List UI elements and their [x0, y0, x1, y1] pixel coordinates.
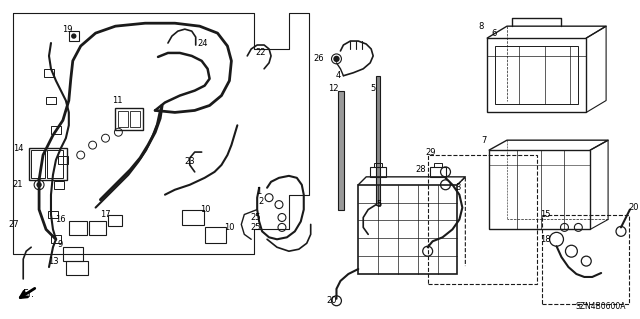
Bar — [47, 150, 63, 178]
Bar — [66, 261, 88, 275]
Text: 12: 12 — [328, 84, 339, 93]
Text: 8: 8 — [479, 22, 484, 31]
Bar — [108, 214, 122, 226]
Text: 6: 6 — [491, 29, 497, 38]
Text: 19: 19 — [62, 25, 73, 33]
Bar — [89, 221, 106, 235]
Bar — [31, 150, 45, 178]
Text: 15: 15 — [540, 210, 550, 219]
Text: 2: 2 — [259, 197, 264, 206]
Bar — [54, 181, 64, 189]
Bar — [51, 235, 61, 243]
Text: 16: 16 — [55, 215, 66, 224]
Bar — [51, 126, 61, 134]
Bar — [69, 31, 79, 41]
Bar — [374, 163, 382, 167]
Bar — [205, 227, 227, 243]
Text: 25: 25 — [251, 223, 261, 232]
Text: 1: 1 — [256, 187, 261, 196]
Bar — [489, 150, 590, 229]
Bar — [44, 69, 54, 77]
Text: 21: 21 — [13, 180, 23, 189]
Text: 10: 10 — [200, 205, 210, 214]
Text: 20: 20 — [628, 203, 639, 212]
Text: 5: 5 — [371, 84, 376, 93]
Bar — [182, 210, 204, 226]
Bar — [487, 38, 586, 112]
Circle shape — [37, 183, 41, 187]
Bar — [63, 247, 83, 261]
Bar — [541, 214, 629, 304]
Text: 26: 26 — [313, 54, 324, 63]
Text: 27: 27 — [8, 220, 19, 229]
Text: Fr.: Fr. — [23, 289, 34, 299]
Text: 29: 29 — [426, 148, 436, 157]
Text: 4: 4 — [335, 71, 340, 80]
Text: SZN4B0600A: SZN4B0600A — [575, 302, 626, 311]
Text: 7: 7 — [482, 136, 487, 145]
Bar — [376, 76, 380, 204]
Text: 11: 11 — [113, 96, 123, 105]
Circle shape — [334, 56, 339, 61]
Bar — [46, 97, 56, 105]
Bar — [48, 211, 58, 219]
Text: 28: 28 — [415, 166, 426, 174]
Bar — [115, 108, 143, 130]
Text: 10: 10 — [225, 223, 235, 232]
Bar — [429, 167, 445, 177]
Bar — [434, 163, 442, 167]
Text: 17: 17 — [100, 210, 111, 219]
Text: 24: 24 — [198, 39, 208, 48]
Bar — [29, 148, 67, 180]
Text: 13: 13 — [48, 256, 59, 266]
Bar — [58, 156, 68, 164]
Bar — [428, 155, 537, 284]
Text: 3: 3 — [456, 183, 461, 192]
Text: 5: 5 — [377, 200, 382, 209]
Text: 9: 9 — [58, 240, 63, 249]
Text: 20: 20 — [326, 296, 337, 305]
Text: 23: 23 — [185, 158, 195, 167]
Bar — [131, 111, 140, 127]
Bar — [69, 221, 86, 235]
Bar — [495, 46, 579, 105]
Text: 22: 22 — [255, 48, 266, 57]
Text: 14: 14 — [13, 144, 23, 152]
Text: 25: 25 — [251, 213, 261, 222]
Bar — [339, 91, 344, 210]
Text: 18: 18 — [540, 235, 550, 244]
Bar — [358, 185, 458, 274]
Circle shape — [72, 34, 76, 38]
Bar — [370, 167, 386, 177]
Bar — [118, 111, 128, 127]
